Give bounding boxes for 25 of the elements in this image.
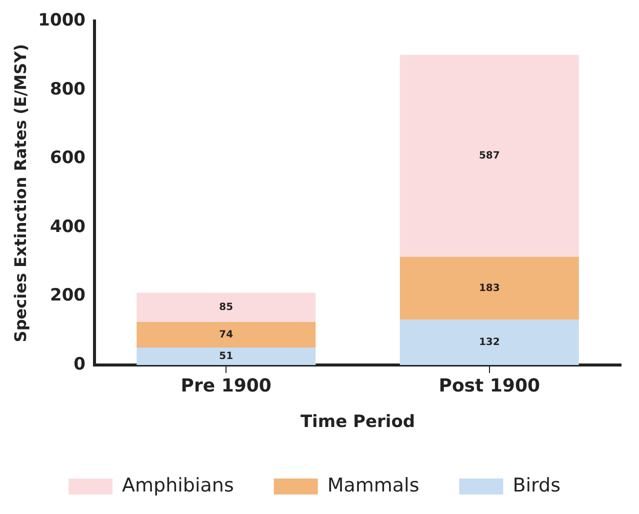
y-tick-label: 600 <box>50 148 86 168</box>
legend-label: Birds <box>512 474 560 496</box>
bar <box>136 347 316 365</box>
x-tick-label: Pre 1900 <box>180 375 272 396</box>
y-tick-label: 800 <box>50 79 86 100</box>
data-label: 587 <box>478 150 500 162</box>
y-tick-label: 1000 <box>38 10 86 31</box>
legend-label: Amphibians <box>122 474 234 496</box>
bar <box>136 322 316 348</box>
data-label: 51 <box>219 350 234 362</box>
y-axis-title: Species Extinction Rates (E/MSY) <box>10 44 30 342</box>
bar <box>400 256 579 320</box>
data-label: 74 <box>219 329 234 340</box>
bar <box>400 54 579 257</box>
x-axis-title: Time Period <box>300 412 416 432</box>
data-label: 85 <box>219 302 234 314</box>
y-tick-label: 400 <box>50 216 86 237</box>
y-tick-label: 200 <box>50 286 86 306</box>
x-tick-label: Post 1900 <box>438 375 540 396</box>
bar <box>136 292 316 322</box>
data-label: 183 <box>478 282 500 294</box>
data-label: 132 <box>478 336 500 348</box>
bar <box>400 320 579 365</box>
y-tick-label: 0 <box>74 354 86 374</box>
legend-label: Mammals <box>327 474 420 496</box>
